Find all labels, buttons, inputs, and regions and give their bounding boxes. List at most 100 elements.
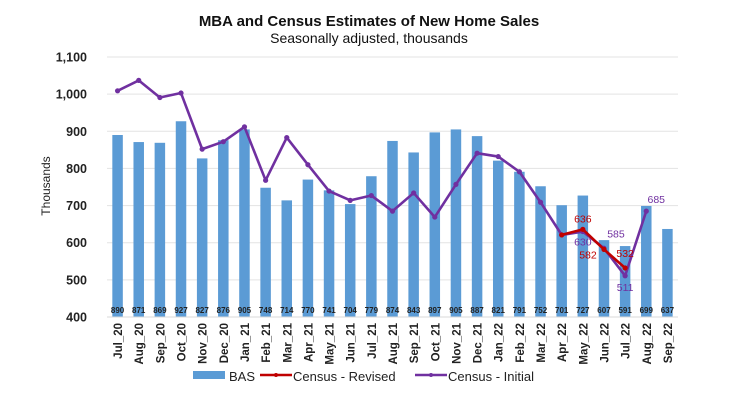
census-initial-point	[157, 94, 163, 101]
x-axis-ticks: Jul_20 Aug_20 Sep_20 Oct_20 Nov_20 Dec_20 Jan_…	[113, 322, 675, 364]
x-tick-label: Apr_21	[303, 322, 315, 362]
bar	[598, 240, 610, 317]
x-tick-label: Jun_22	[599, 323, 611, 363]
legend-item-census-revised[interactable]: Census - Revised	[260, 369, 396, 384]
point-label: 630	[574, 237, 592, 249]
legend-label-census-revised: Census - Revised	[293, 369, 396, 384]
y-tick-label: 1,000	[56, 88, 87, 102]
census-initial-point	[199, 146, 205, 152]
census-initial-point	[643, 208, 649, 214]
bar-label: 591	[618, 306, 632, 315]
census-initial-point	[347, 197, 353, 203]
census-initial-point	[114, 88, 121, 94]
bar	[218, 140, 229, 317]
x-tick-label: Dec_21	[473, 322, 485, 363]
x-tick-label: Sep_22	[663, 323, 675, 363]
point-label: 685	[648, 194, 666, 206]
bar	[619, 246, 631, 317]
bar-label: 741	[322, 306, 336, 315]
bar	[366, 176, 377, 317]
legend-label-census-initial: Census - Initial	[448, 369, 534, 384]
census-initial-point	[241, 124, 248, 130]
bar-label: 927	[174, 306, 188, 315]
x-tick-label: Apr_22	[557, 323, 569, 362]
census-point-labels: 636 582 532 630 585 511 685	[574, 194, 665, 294]
bar	[492, 160, 504, 317]
x-tick-label: Feb_21	[261, 322, 273, 362]
x-tick-label: Jul_22	[621, 323, 633, 359]
legend-marker-census-initial	[429, 373, 433, 377]
bar-label: 748	[259, 306, 273, 315]
bar-label: 699	[640, 306, 654, 315]
bar	[281, 200, 293, 317]
bar-label: 727	[576, 306, 590, 315]
bar	[323, 190, 335, 317]
chart-subtitle: Seasonally adjusted, thousands	[270, 30, 468, 46]
y-tick-label: 800	[66, 162, 87, 176]
x-tick-label: Mar_21	[282, 322, 294, 362]
bar	[196, 158, 208, 317]
legend-swatch-bas	[193, 371, 225, 379]
x-tick-label: Jul_21	[367, 322, 379, 358]
census-initial-point	[622, 273, 628, 279]
bar-label: 876	[217, 306, 231, 315]
legend-item-bas[interactable]: BAS	[193, 369, 255, 384]
bar	[175, 121, 187, 317]
x-tick-label: Jun_21	[346, 322, 358, 362]
x-tick-label: May_21	[325, 322, 337, 364]
y-tick-label: 500	[66, 273, 87, 287]
bar	[302, 179, 314, 317]
census-revised-point	[580, 226, 586, 232]
bar-label: 752	[534, 306, 548, 315]
census-initial-point	[368, 192, 374, 199]
legend-marker-census-revised	[274, 373, 278, 377]
y-axis-ticks: 400 500 600 700 800 900 1,000 1,100	[56, 51, 87, 325]
bas-bars	[112, 121, 673, 317]
bar-label: 871	[132, 306, 146, 315]
x-tick-label: Sep_20	[155, 323, 167, 363]
bar	[641, 205, 652, 317]
bar-label: 869	[153, 306, 167, 315]
bas-bar-labels: 890 871 869 927 827 876 905 748 714 770 741 704 779 8…	[111, 306, 675, 315]
bar	[387, 140, 398, 317]
bar-label: 637	[661, 306, 675, 315]
census-initial-point	[178, 90, 184, 96]
census-initial-point	[389, 208, 396, 214]
x-tick-label: Mar_22	[536, 323, 548, 363]
bar-label: 897	[428, 306, 442, 315]
bar	[154, 142, 166, 317]
census-initial-point	[305, 162, 311, 168]
census-initial-point	[474, 150, 480, 156]
x-tick-label: Aug_22	[642, 323, 654, 365]
x-tick-label: Aug_21	[388, 322, 400, 364]
x-tick-label: Jul_20	[113, 323, 125, 359]
census-initial-point	[220, 139, 226, 145]
bar	[429, 132, 441, 317]
x-tick-label: Feb_22	[515, 323, 527, 363]
bar-label: 791	[513, 306, 527, 315]
bar	[471, 136, 483, 317]
bar	[260, 187, 271, 317]
bar-label: 821	[492, 306, 506, 315]
bar	[514, 171, 525, 317]
bar-label: 714	[280, 306, 294, 315]
census-initial-point	[432, 214, 438, 220]
bar	[133, 142, 144, 317]
bar-label: 843	[407, 306, 421, 315]
y-tick-label: 400	[66, 311, 87, 325]
bar-label: 887	[470, 306, 484, 315]
bar-label: 905	[449, 306, 463, 315]
x-tick-label: Oct_20	[177, 323, 189, 361]
point-label: 511	[617, 282, 634, 294]
bar-label: 905	[238, 306, 252, 315]
bar-label: 874	[386, 306, 400, 315]
census-initial-point	[453, 181, 459, 187]
legend-label-bas: BAS	[229, 369, 255, 384]
census-initial-point	[136, 77, 142, 83]
y-tick-label: 600	[66, 236, 87, 250]
bar	[577, 195, 589, 317]
bar	[408, 152, 419, 317]
legend-item-census-initial[interactable]: Census - Initial	[415, 369, 534, 384]
bar	[450, 129, 462, 317]
